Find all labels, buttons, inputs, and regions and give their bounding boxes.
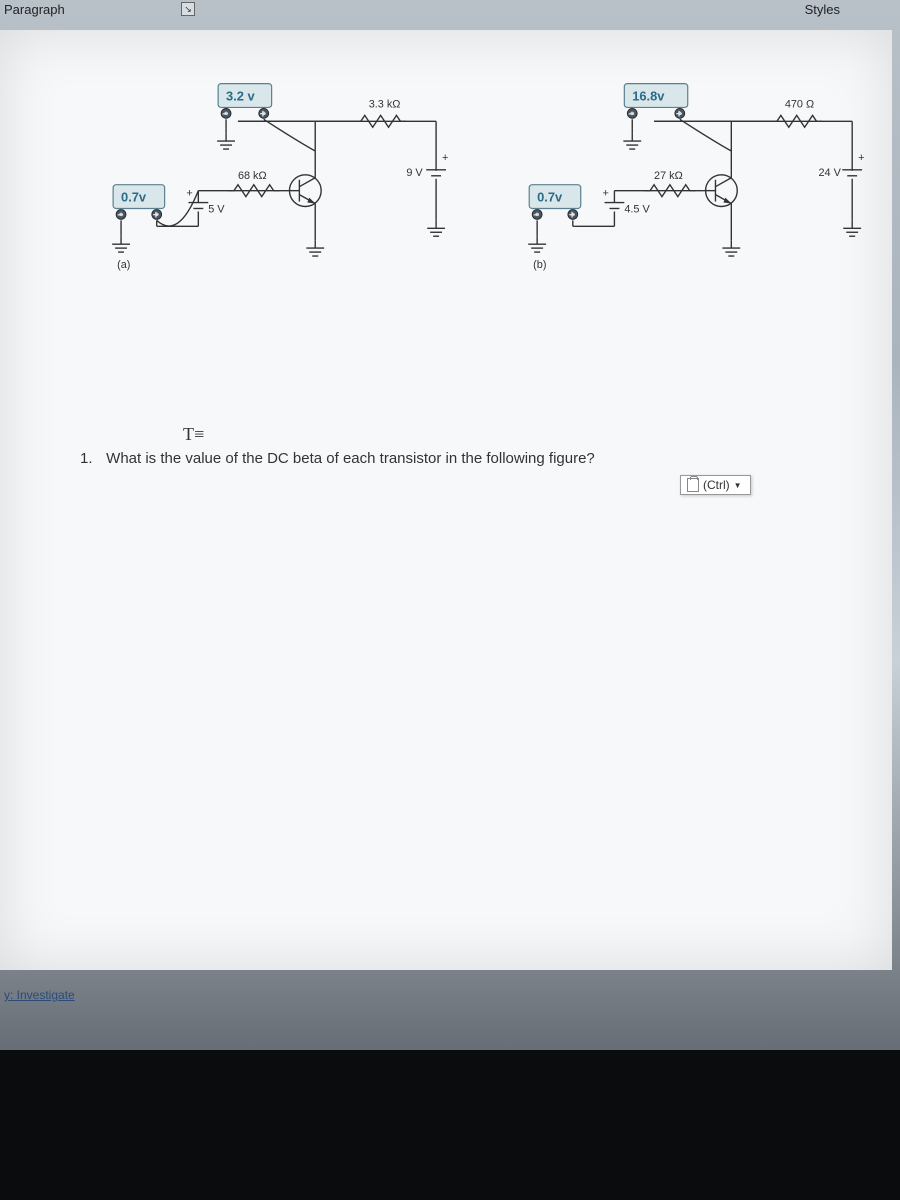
circuit-a-label: (a) — [117, 259, 130, 271]
question-text: What is the value of the DC beta of each… — [106, 450, 595, 467]
paste-options-label: (Ctrl) — [703, 478, 730, 492]
svg-text:−: − — [533, 209, 539, 221]
svg-text:+: + — [858, 152, 864, 164]
status-bar-text: y: Investigate — [4, 988, 75, 1002]
clipboard-icon — [687, 478, 699, 492]
svg-text:+: + — [153, 209, 159, 221]
svg-text:+: + — [569, 209, 575, 221]
circuit-b: 470 Ω 24 V + 27 kΩ 4.5 V + — [528, 84, 864, 271]
vbe-reading-b: 0.7v — [537, 190, 563, 205]
monitor-bezel — [0, 1050, 900, 1200]
text-cursor-icon: T ≡ — [183, 424, 202, 445]
vce-reading-a: 3.2 v — [226, 88, 255, 103]
vbb-label-a: 5 V — [208, 203, 225, 215]
circuit-svg: 3.3 kΩ 9 V + 68 kΩ — [20, 70, 872, 450]
svg-text:−: − — [628, 108, 634, 120]
svg-text:+: + — [260, 108, 266, 120]
svg-text:+: + — [676, 108, 682, 120]
rc-label-b: 470 Ω — [785, 98, 814, 110]
svg-text:+: + — [442, 152, 448, 164]
svg-text:+: + — [603, 188, 609, 200]
paragraph-group-label: Paragraph — [4, 2, 204, 17]
paste-options-button[interactable]: (Ctrl) ▼ — [680, 475, 751, 495]
dialog-launcher-icon[interactable]: ↘ — [181, 2, 195, 16]
vce-reading-b: 16.8v — [632, 88, 665, 103]
rc-label-a: 3.3 kΩ — [369, 98, 401, 110]
ribbon-group-labels: Paragraph ↘ Styles — [0, 0, 900, 18]
vbe-reading-a: 0.7v — [121, 190, 147, 205]
vbb-label-b: 4.5 V — [624, 203, 650, 215]
circuit-figure: 3.3 kΩ 9 V + 68 kΩ — [20, 70, 872, 450]
circuit-a: 3.3 kΩ 9 V + 68 kΩ — [112, 70, 666, 271]
svg-text:−: − — [117, 209, 123, 221]
question-number: 1. — [80, 450, 102, 467]
rb-label-b: 27 kΩ — [654, 170, 683, 182]
rb-label-a: 68 kΩ — [238, 170, 267, 182]
vcc-label-b: 24 V — [819, 167, 842, 179]
document-page: 3.3 kΩ 9 V + 68 kΩ — [0, 30, 892, 970]
chevron-down-icon: ▼ — [734, 481, 742, 490]
styles-group-label: Styles — [805, 2, 840, 17]
vcc-label-a: 9 V — [406, 167, 423, 179]
question-1: 1. What is the value of the DC beta of e… — [80, 450, 595, 467]
circuit-b-label: (b) — [533, 259, 546, 271]
svg-text:−: − — [222, 108, 228, 120]
svg-text:+: + — [186, 188, 192, 200]
